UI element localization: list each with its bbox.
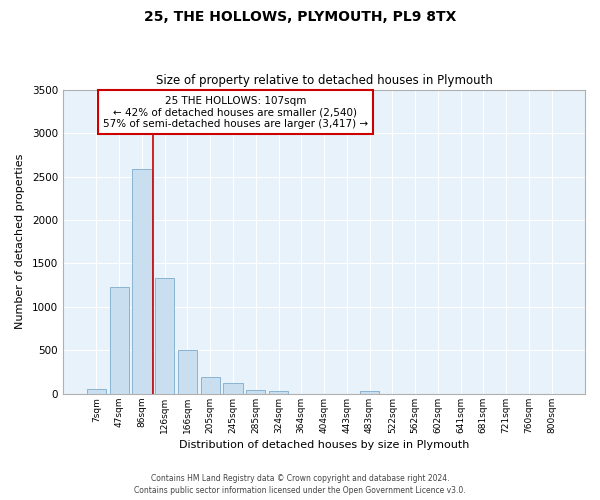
Bar [155, 278, 175, 394]
Text: 25 THE HOLLOWS: 107sqm
← 42% of detached houses are smaller (2,540)
57% of semi-: 25 THE HOLLOWS: 107sqm ← 42% of detached… [103, 96, 368, 129]
Bar [246, 390, 265, 394]
Bar [132, 169, 152, 394]
Title: Size of property relative to detached houses in Plymouth: Size of property relative to detached ho… [155, 74, 493, 87]
Bar [269, 392, 288, 394]
Bar [360, 391, 379, 394]
Y-axis label: Number of detached properties: Number of detached properties [15, 154, 25, 330]
Bar [223, 384, 242, 394]
Bar [87, 389, 106, 394]
X-axis label: Distribution of detached houses by size in Plymouth: Distribution of detached houses by size … [179, 440, 469, 450]
Text: Contains HM Land Registry data © Crown copyright and database right 2024.
Contai: Contains HM Land Registry data © Crown c… [134, 474, 466, 495]
Bar [110, 287, 129, 394]
Bar [200, 376, 220, 394]
Bar [178, 350, 197, 394]
Text: 25, THE HOLLOWS, PLYMOUTH, PL9 8TX: 25, THE HOLLOWS, PLYMOUTH, PL9 8TX [144, 10, 456, 24]
